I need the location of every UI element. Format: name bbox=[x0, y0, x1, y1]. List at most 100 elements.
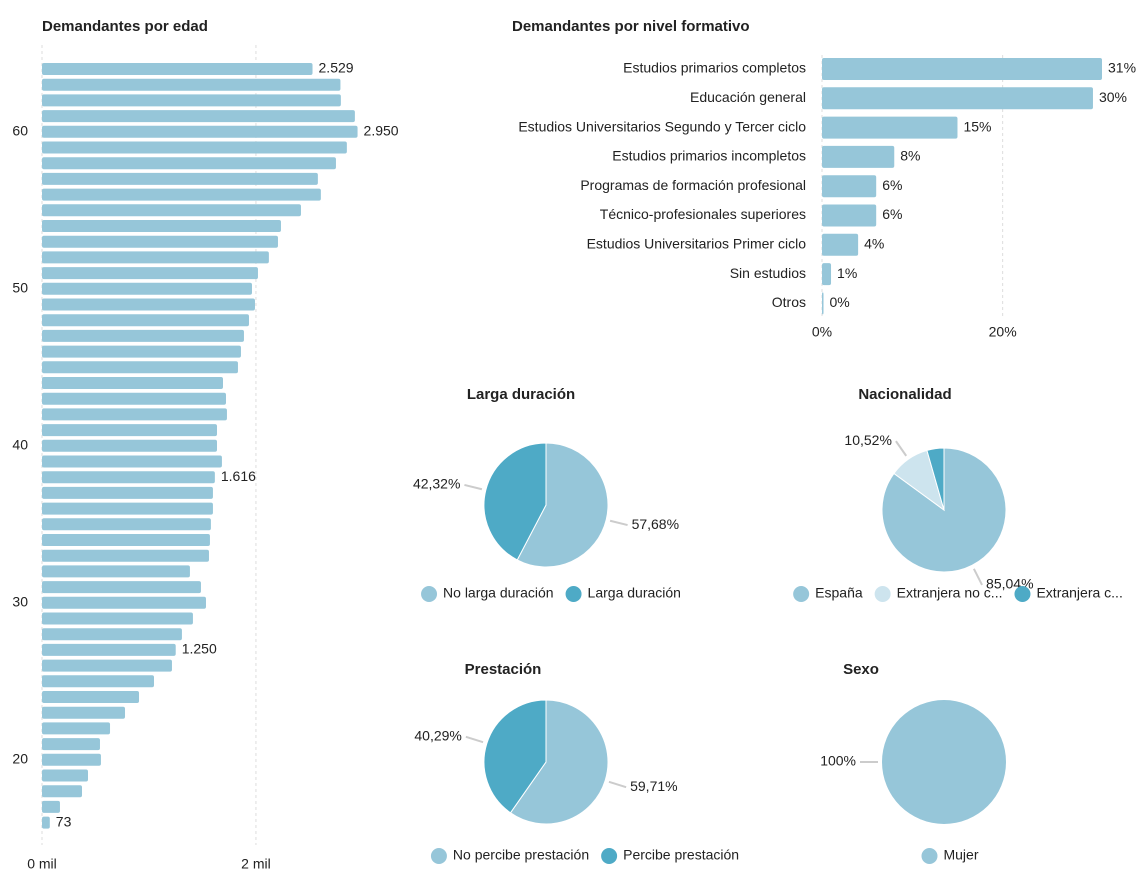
y-tick-label: Estudios primarios completos bbox=[623, 60, 806, 76]
data-label: 57,68% bbox=[632, 516, 679, 532]
legend-label: Larga duración bbox=[588, 585, 681, 601]
bar bbox=[42, 220, 281, 232]
bar bbox=[42, 706, 126, 719]
legend-label: Mujer bbox=[943, 847, 978, 863]
legend-marker bbox=[565, 586, 582, 602]
bar bbox=[42, 78, 341, 91]
legend-label: No larga duración bbox=[443, 585, 554, 601]
pie-slice bbox=[516, 442, 609, 568]
x-tick-label: 20% bbox=[989, 324, 1017, 340]
legend-label: España bbox=[815, 585, 863, 601]
chart-title: Demandantes por nivel formativo bbox=[512, 18, 750, 35]
bar bbox=[42, 534, 210, 546]
legend-marker bbox=[1014, 586, 1031, 602]
data-label: 59,71% bbox=[630, 778, 677, 794]
bar bbox=[42, 565, 190, 578]
pie-slice bbox=[483, 699, 547, 814]
bar bbox=[42, 408, 227, 421]
legend-marker bbox=[421, 586, 438, 602]
leader-line bbox=[609, 519, 628, 527]
y-tick-label: 40 bbox=[12, 437, 28, 453]
bar bbox=[42, 439, 218, 452]
chart-title: Nacionalidad bbox=[858, 386, 951, 403]
y-tick-label: Educación general bbox=[690, 89, 806, 105]
legend-marker bbox=[921, 848, 938, 864]
bar bbox=[822, 145, 895, 168]
bar bbox=[42, 486, 213, 499]
x-tick-label: 0 mil bbox=[27, 856, 57, 872]
data-label: 0% bbox=[830, 294, 850, 310]
data-label: 31% bbox=[1108, 60, 1136, 76]
data-label: 1.250 bbox=[182, 641, 217, 657]
data-label: 6% bbox=[882, 206, 902, 222]
data-label: 15% bbox=[963, 118, 991, 134]
bar bbox=[822, 116, 958, 139]
y-tick-label: Estudios Universitarios Segundo y Tercer… bbox=[518, 118, 806, 134]
x-tick-label: 2 mil bbox=[241, 856, 271, 872]
pie-slice bbox=[509, 699, 609, 825]
chart-title: Sexo bbox=[843, 661, 879, 678]
data-label: 2.950 bbox=[364, 123, 399, 139]
legend-label: Percibe prestación bbox=[623, 847, 739, 863]
bar bbox=[42, 596, 206, 609]
data-label: 6% bbox=[882, 177, 902, 193]
bar bbox=[822, 292, 824, 315]
bar bbox=[822, 233, 859, 256]
bar bbox=[42, 267, 258, 280]
y-tick-label: Técnico-profesionales superiores bbox=[600, 206, 806, 222]
bar bbox=[42, 377, 223, 389]
bar bbox=[42, 816, 50, 829]
data-label: 73 bbox=[56, 813, 72, 829]
bar bbox=[822, 87, 1093, 110]
bar bbox=[42, 471, 215, 484]
data-label: 2.529 bbox=[319, 60, 354, 76]
bar bbox=[42, 518, 211, 531]
bar bbox=[42, 110, 355, 123]
bar bbox=[42, 753, 101, 766]
y-tick-label: Programas de formación profesional bbox=[580, 177, 806, 193]
bar bbox=[42, 581, 201, 594]
legend-label: No percibe prestación bbox=[453, 847, 589, 863]
chart-title: Demandantes por edad bbox=[42, 18, 208, 35]
bar bbox=[42, 769, 88, 782]
bar bbox=[42, 282, 252, 295]
y-tick-label: 20 bbox=[12, 751, 28, 767]
data-label: 42,32% bbox=[413, 476, 460, 492]
bar bbox=[42, 157, 336, 170]
y-tick-label: Estudios primarios incompletos bbox=[612, 148, 806, 164]
data-label: 1% bbox=[837, 265, 857, 281]
bar bbox=[42, 628, 182, 641]
leader-line bbox=[464, 483, 483, 491]
bar bbox=[822, 58, 1102, 80]
pie-slice bbox=[483, 442, 547, 561]
legend-marker bbox=[430, 848, 447, 864]
y-tick-label: Estudios Universitarios Primer ciclo bbox=[587, 236, 807, 252]
bar bbox=[42, 204, 301, 217]
bar bbox=[42, 94, 341, 107]
bar bbox=[42, 722, 111, 735]
x-tick-label: 0% bbox=[812, 324, 832, 340]
y-tick-label: 50 bbox=[12, 280, 28, 296]
bar bbox=[42, 314, 249, 327]
chart-title: Larga duración bbox=[467, 386, 575, 403]
y-tick-label: Sin estudios bbox=[730, 265, 806, 281]
data-label: 30% bbox=[1099, 89, 1127, 105]
bar bbox=[42, 172, 318, 185]
bar bbox=[42, 125, 358, 138]
bar bbox=[42, 235, 278, 248]
bar bbox=[822, 263, 832, 286]
data-label: 1.616 bbox=[221, 468, 256, 484]
legend-label: Extranjera no c... bbox=[897, 585, 1003, 601]
bar bbox=[42, 659, 172, 672]
pie-slice bbox=[882, 700, 1006, 824]
bar bbox=[42, 502, 213, 515]
bar bbox=[42, 675, 154, 688]
data-label: 10,52% bbox=[844, 432, 891, 448]
bar bbox=[822, 175, 877, 198]
y-tick-label: 30 bbox=[12, 594, 28, 610]
chart-title: Prestación bbox=[465, 661, 542, 678]
bar bbox=[42, 800, 60, 813]
bar bbox=[42, 549, 209, 562]
bar bbox=[42, 455, 222, 468]
